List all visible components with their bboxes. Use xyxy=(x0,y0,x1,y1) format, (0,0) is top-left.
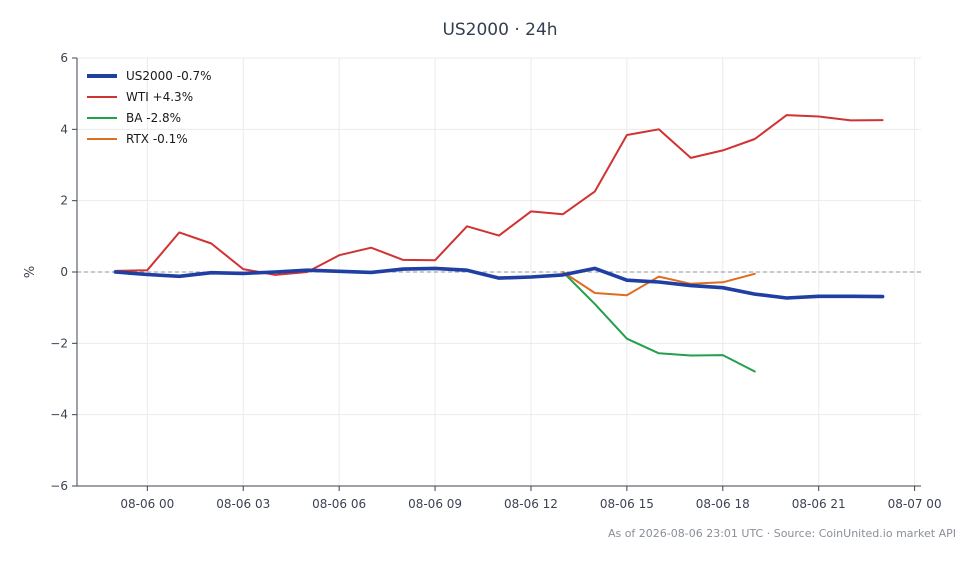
series-line-rtx xyxy=(561,271,756,297)
source-footer: As of 2026-08-06 23:01 UTC · Source: Coi… xyxy=(607,527,956,540)
x-tick-label: 08-06 12 xyxy=(504,497,558,511)
y-tick-label: −4 xyxy=(50,408,68,422)
legend-label: BA -2.8% xyxy=(126,111,181,125)
chart-title: US2000 · 24h xyxy=(442,20,558,40)
x-tick-label: 08-07 00 xyxy=(888,497,942,511)
legend-label: RTX -0.1% xyxy=(126,132,188,146)
x-tick-label: 08-06 21 xyxy=(792,497,846,511)
x-tick-label: 08-06 09 xyxy=(408,497,462,511)
x-tick-label: 08-06 15 xyxy=(600,497,654,511)
series-line-us2000 xyxy=(113,266,885,300)
y-tick-label: −6 xyxy=(50,479,68,493)
y-axis-label: % xyxy=(23,266,38,278)
x-tick-label: 08-06 03 xyxy=(216,497,270,511)
series-line-ba xyxy=(561,271,756,373)
legend-label: US2000 -0.7% xyxy=(126,69,212,83)
y-tick-label: 6 xyxy=(60,51,68,65)
x-tick-label: 08-06 18 xyxy=(696,497,750,511)
x-tick-label: 08-06 00 xyxy=(120,497,174,511)
y-tick-label: −2 xyxy=(50,336,68,350)
y-tick-label: 0 xyxy=(60,265,68,279)
y-tick-label: 4 xyxy=(60,122,68,136)
series-line-wti xyxy=(114,114,884,276)
legend-label: WTI +4.3% xyxy=(126,90,193,104)
x-tick-label: 08-06 06 xyxy=(312,497,366,511)
y-tick-label: 2 xyxy=(60,194,68,208)
